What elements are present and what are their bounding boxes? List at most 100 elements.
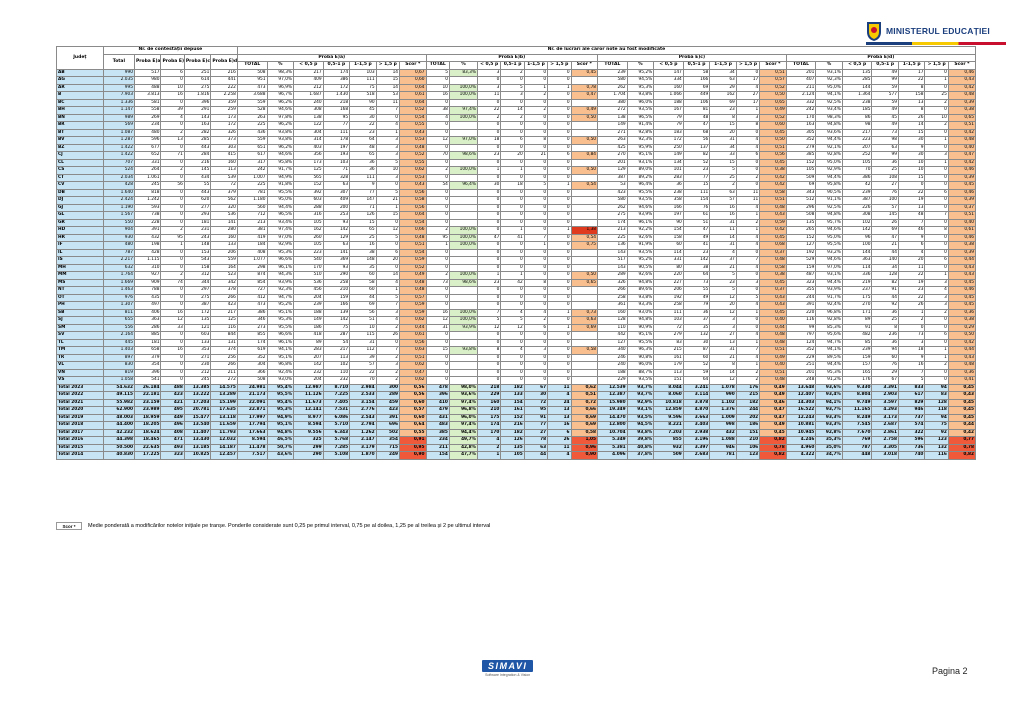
data-cell: 0,40 <box>947 143 977 152</box>
data-cell: 27 <box>735 91 761 100</box>
data-cell: 4 <box>735 136 761 145</box>
data-cell: 289 <box>375 391 401 400</box>
data-cell: 2 <box>375 323 401 332</box>
data-cell: 310 <box>133 263 162 272</box>
data-cell: 12.987 <box>293 383 324 392</box>
data-cell: 258 <box>322 278 351 287</box>
data-cell: 378 <box>210 286 238 295</box>
data-cell: 141 <box>322 248 351 257</box>
data-cell: 2 <box>735 173 761 182</box>
data-cell: 0 <box>924 68 949 77</box>
data-cell: 0 <box>547 293 572 302</box>
subheader-cell: 1-1,5 p <box>897 61 926 70</box>
data-cell: 23 <box>476 151 502 160</box>
data-cell: 69 <box>785 181 817 190</box>
data-cell: 0 <box>897 181 926 190</box>
data-cell: 65 <box>349 151 377 160</box>
data-cell: 264 <box>133 166 162 175</box>
data-cell: 17 <box>897 68 926 77</box>
data-cell: 0 <box>547 271 572 280</box>
data-cell: 0 <box>425 76 450 85</box>
data-cell: 13 <box>709 338 737 347</box>
data-cell: 5 <box>375 188 401 197</box>
data-cell: 12.539 <box>597 383 628 392</box>
table-row: SJ 655 363 12 135 125 346 95,3% 149 142 51 4 0,62 12 1… <box>56 316 977 325</box>
subheader-cell: 0,5-1 p <box>682 61 711 70</box>
data-cell: 285 <box>841 76 873 85</box>
data-cell: 173 <box>210 113 238 122</box>
data-cell: 2.543 <box>349 413 377 422</box>
data-cell: 37,8% <box>626 451 655 460</box>
data-cell <box>570 76 599 85</box>
data-cell: 113 <box>653 368 684 377</box>
data-cell <box>570 286 599 295</box>
data-cell: 4.293 <box>871 406 899 415</box>
subheader-cell: < 0,5 p <box>653 61 684 70</box>
data-cell: 4 <box>735 331 761 340</box>
data-cell: 103 <box>322 158 351 167</box>
data-cell: 990 <box>709 391 737 400</box>
subheader-cell: Scor * <box>759 61 787 70</box>
table-row: VL 830 354 0 230 266 304 96,8% 142 102 57 3 0,62 0 0 0 0… <box>56 361 977 370</box>
data-cell: 11.673 <box>293 398 324 407</box>
data-cell: 0 <box>476 301 502 310</box>
data-cell: 10 <box>375 166 401 175</box>
data-cell: 2 <box>709 181 737 190</box>
data-cell: 854 <box>236 278 268 287</box>
data-cell: 0,58 <box>759 188 787 197</box>
data-cell: 30 <box>349 113 377 122</box>
data-cell: 0,43 <box>947 391 977 400</box>
data-cell: 33 <box>709 151 737 160</box>
data-cell: 50,7% <box>266 443 295 452</box>
data-cell: 1 <box>523 241 549 250</box>
data-cell: 38 <box>682 263 711 272</box>
data-cell: 8 <box>897 106 926 115</box>
data-cell: 577 <box>871 91 899 100</box>
data-cell: 0,50 <box>570 271 599 280</box>
county-cell: VN <box>56 368 104 377</box>
data-cell: 17.635 <box>210 406 238 415</box>
data-cell: 8.044 <box>653 383 684 392</box>
data-cell: 201 <box>597 158 628 167</box>
data-cell: 0,56 <box>399 338 427 347</box>
data-cell: 326 <box>210 128 238 137</box>
data-cell: 0 <box>523 218 549 227</box>
data-cell: 59 <box>871 98 899 107</box>
data-cell: 3 <box>709 316 737 325</box>
data-cell: 17.794 <box>236 421 268 430</box>
data-cell <box>448 203 478 212</box>
subheader-cell: > 1,5 p <box>924 61 949 70</box>
data-cell: 2.861 <box>871 428 899 437</box>
data-cell: 93,1% <box>626 158 655 167</box>
data-cell: 96,1% <box>266 338 295 347</box>
data-cell: 94,5% <box>626 421 655 430</box>
data-cell: 96,7% <box>266 91 295 100</box>
data-cell: 78 <box>523 436 549 445</box>
data-cell <box>570 331 599 340</box>
data-cell: 182 <box>500 428 525 437</box>
data-cell: 300 <box>375 383 401 392</box>
data-cell: 166 <box>653 203 684 212</box>
data-cell: 4 <box>924 286 949 295</box>
data-cell: 95,1% <box>266 353 295 362</box>
data-cell: 91 <box>871 286 899 295</box>
data-cell: 0,59 <box>399 256 427 265</box>
data-cell: 148 <box>349 256 377 265</box>
data-cell: 0 <box>523 368 549 377</box>
county-cell: DB <box>56 188 104 197</box>
data-cell: 69 <box>349 301 377 310</box>
county-cell: Total 2019 <box>56 413 104 422</box>
data-cell <box>570 203 599 212</box>
data-cell: 569 <box>102 121 135 130</box>
county-cell: CS <box>56 166 104 175</box>
data-cell: 0 <box>476 211 502 220</box>
data-cell: 0,47 <box>947 151 977 160</box>
data-cell: 0 <box>425 188 450 197</box>
county-cell: MH <box>56 263 104 272</box>
header-proba-ec: Proba E)c) <box>597 53 787 62</box>
table-body: AB 990 517 6 251 216 508 98,3% 217 174 103 14 0,67 5 8… <box>56 68 977 460</box>
county-cell: SV <box>56 331 104 340</box>
data-cell: 94,1% <box>815 346 843 355</box>
data-cell: 559 <box>236 98 268 107</box>
data-cell: 94,4% <box>815 136 843 145</box>
